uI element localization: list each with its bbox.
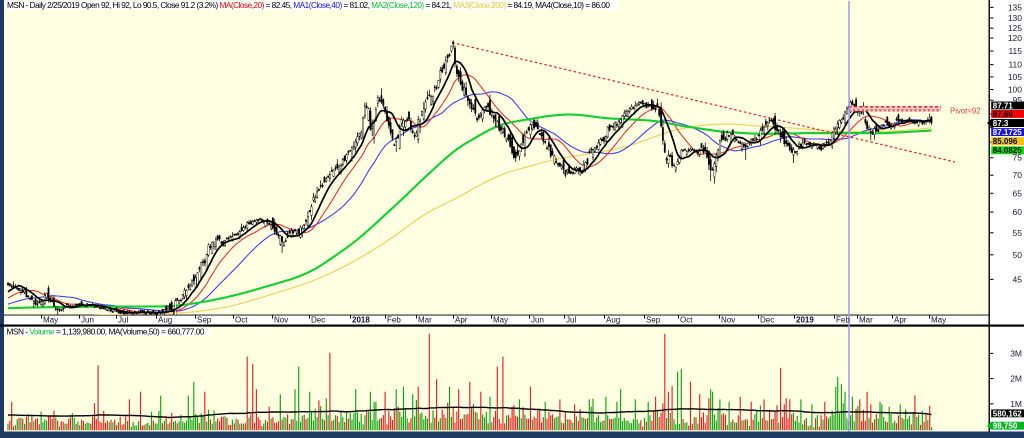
svg-text:87.1725: 87.1725 [993, 128, 1022, 137]
svg-text:115: 115 [1008, 46, 1022, 56]
svg-text:50: 50 [1013, 250, 1023, 260]
svg-text:2018: 2018 [352, 316, 370, 325]
svg-text:May: May [493, 316, 508, 325]
svg-text:110: 110 [1008, 60, 1022, 70]
svg-text:May: May [931, 316, 946, 325]
svg-text:Apr: Apr [894, 316, 907, 325]
svg-text:Feb: Feb [387, 316, 401, 325]
svg-text:135: 135 [1008, 2, 1022, 12]
svg-text:Aug: Aug [606, 316, 620, 325]
svg-text:1M: 1M [1010, 399, 1022, 409]
svg-text:84.0825: 84.0825 [993, 146, 1022, 155]
svg-text:55: 55 [1013, 228, 1023, 238]
svg-text:Feb: Feb [836, 316, 850, 325]
svg-text:100: 100 [1008, 85, 1022, 95]
svg-text:MSN - Volume = 1,139,980.00, M: MSN - Volume = 1,139,980.00, MA(Volume,5… [7, 326, 205, 336]
svg-text:Nov: Nov [721, 316, 735, 325]
svg-text:Sep: Sep [646, 316, 661, 325]
svg-text:2019: 2019 [796, 316, 814, 325]
svg-text:130: 130 [1008, 13, 1022, 23]
svg-text:Apr: Apr [455, 316, 468, 325]
svg-text:Nov: Nov [274, 316, 288, 325]
svg-text:Dec: Dec [311, 316, 325, 325]
svg-text:Mar: Mar [859, 316, 873, 325]
svg-text:Jul: Jul [566, 316, 576, 325]
svg-text:Aug: Aug [158, 316, 172, 325]
svg-text:85.096: 85.096 [993, 137, 1018, 146]
svg-text:Oct: Oct [235, 316, 248, 325]
svg-text:2M: 2M [1010, 374, 1022, 384]
svg-text:Oct: Oct [680, 316, 693, 325]
svg-text:MSN - Daily 2/25/2019 Open 92,: MSN - Daily 2/25/2019 Open 92, Hi 92, Lo… [7, 0, 610, 10]
svg-text:65: 65 [1013, 188, 1023, 198]
svg-text:60: 60 [1013, 207, 1023, 217]
svg-text:105: 105 [1008, 72, 1022, 82]
svg-text:120: 120 [1008, 33, 1022, 43]
svg-text:3M: 3M [1010, 348, 1022, 358]
svg-text:Pivot=92: Pivot=92 [950, 107, 981, 116]
svg-text:45: 45 [1013, 274, 1023, 284]
svg-text:Sep: Sep [197, 316, 212, 325]
svg-text:87.66: 87.66 [993, 110, 1014, 119]
svg-text:125: 125 [1008, 23, 1022, 33]
svg-text:580,162: 580,162 [993, 409, 1022, 418]
svg-text:Jul: Jul [118, 316, 128, 325]
svg-text:98,750: 98,750 [993, 422, 1018, 431]
svg-text:Mar: Mar [418, 316, 432, 325]
svg-text:87.3: 87.3 [993, 119, 1009, 128]
svg-text:Jun: Jun [531, 316, 544, 325]
svg-text:Dec: Dec [760, 316, 774, 325]
svg-text:May: May [43, 316, 58, 325]
svg-text:70: 70 [1013, 170, 1023, 180]
svg-text:Jun: Jun [81, 316, 94, 325]
